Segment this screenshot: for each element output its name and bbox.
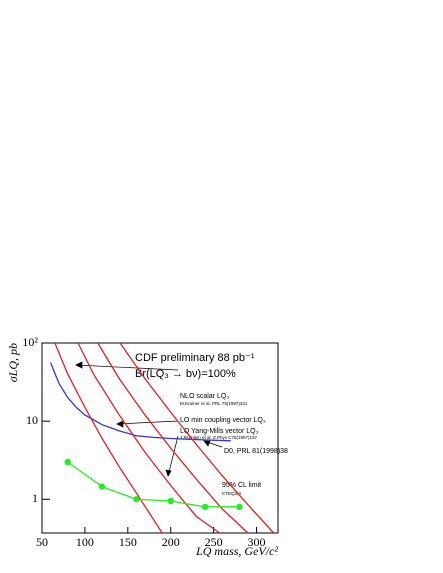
annotation: M.Kramer et al. PRL 79(1997)341 [180,401,248,406]
series-line [119,342,275,534]
series-marker [98,483,106,490]
x-tick-label: 200 [162,535,180,549]
series-line [54,342,163,534]
y-tick-label: 10 [26,413,38,427]
x-tick-label: 100 [76,535,94,549]
plot-frame [41,342,279,534]
series-marker [133,496,140,503]
annotation: LO min coupling vector LQ₃ [180,417,266,424]
series-line [77,342,221,534]
x-axis-label: LQ mass, GeV/c² [195,544,278,558]
annotation: 95% CL limit [222,482,261,489]
arrows [75,361,223,477]
x-tick-label: 150 [119,535,137,549]
series-line [97,342,249,534]
series-line [49,362,231,442]
series-marker [64,458,71,466]
x-tick-label: 250 [205,535,223,549]
series-line [67,461,240,508]
y-tick-label: 1 [32,491,38,505]
annotation: J.Blumlein et al. Z.Phys C76(1997)137 [180,435,258,440]
x-tick-label: 300 [248,535,266,549]
annotation: LO Yang-Mills vector LQ₃ [180,428,259,435]
series-marker [167,497,174,505]
annotation: CTEQ3M [222,491,241,496]
y-tick-label: 10² [22,335,38,349]
series-marker [236,503,243,511]
annotation: D0, PRL 81(1998)38 [224,448,288,455]
x-tick-label: 50 [36,535,48,549]
annotation: Br(LQ₃ → bν)=100% [135,368,236,380]
y-axis-label: σLQ, pb [6,343,20,382]
annotation: NLO scalar LQ₃ [180,393,229,400]
annotation: CDF preliminary 88 pb⁻¹ [135,352,255,364]
series-marker [201,503,209,511]
